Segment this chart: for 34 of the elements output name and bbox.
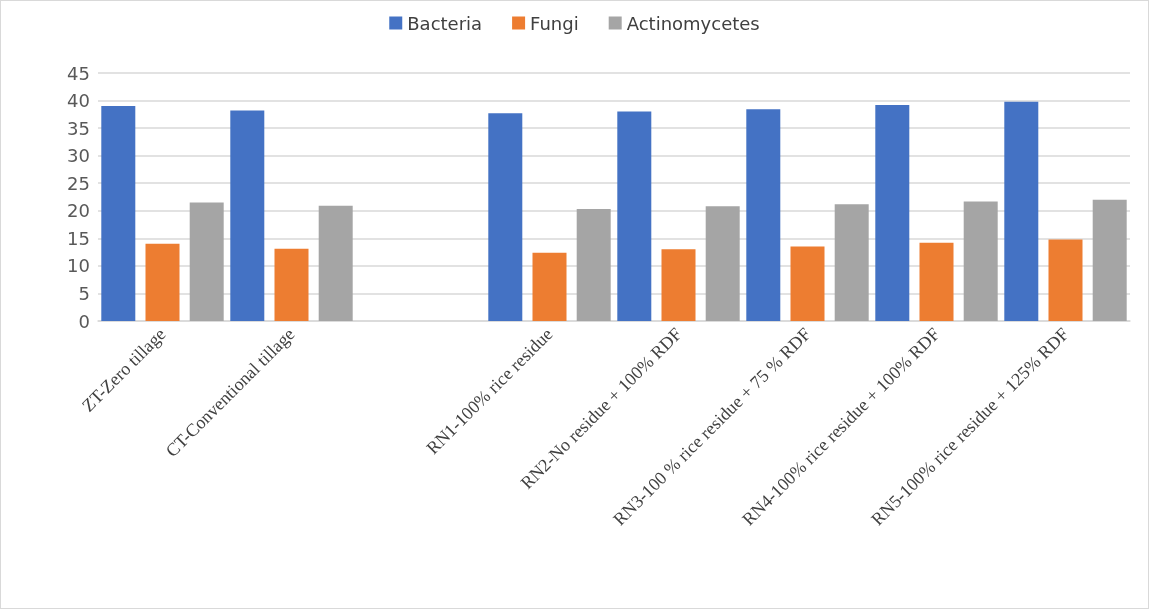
y-tick-label: 25: [67, 172, 90, 194]
bar: [617, 111, 652, 321]
bar: [576, 209, 611, 321]
bar: [875, 104, 910, 321]
bar: [661, 249, 696, 321]
bar: [1004, 101, 1039, 321]
bar: [488, 113, 523, 321]
y-tick-label: 30: [67, 145, 90, 167]
bar: [834, 204, 869, 321]
bar: [145, 243, 180, 321]
legend-label: Fungi: [530, 12, 579, 34]
bar: [746, 109, 781, 321]
bar: [1048, 239, 1083, 321]
y-tick-label: 20: [67, 200, 90, 222]
y-tick-label: 15: [67, 227, 90, 249]
legend-label: Bacteria: [407, 12, 483, 34]
bar: [790, 246, 825, 321]
y-tick-label: 45: [67, 62, 90, 84]
bar: [963, 201, 998, 321]
y-tick-label: 5: [78, 282, 90, 304]
bar: [532, 252, 567, 321]
bar: [230, 110, 265, 321]
y-tick-label: 0: [78, 310, 90, 332]
bar: [919, 242, 954, 321]
y-tick-label: 10: [67, 255, 90, 277]
y-tick-label: 40: [67, 90, 90, 112]
bar: [318, 205, 353, 321]
bar: [101, 106, 136, 321]
legend-label: Actinomycetes: [626, 12, 760, 34]
bar: [189, 202, 224, 321]
bar: [274, 248, 309, 321]
y-tick-label: 35: [67, 117, 90, 139]
bar: [1092, 199, 1127, 321]
bar: [705, 206, 740, 321]
